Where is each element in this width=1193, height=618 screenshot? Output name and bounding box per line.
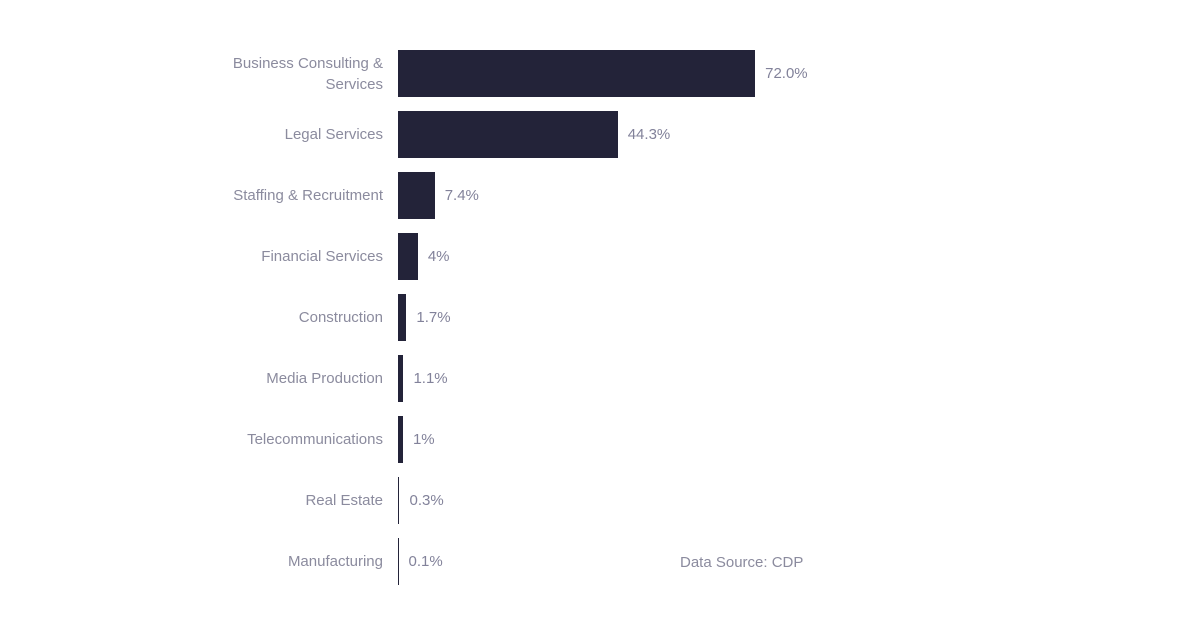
category-label: Telecommunications — [0, 429, 383, 450]
category-label-text: Legal Services — [284, 126, 383, 143]
value-label: 0.3% — [409, 492, 444, 509]
bar-area: 0.3% — [398, 470, 808, 531]
category-label-text: Real Estate — [305, 492, 383, 509]
chart-row: Staffing & Recruitment 7.4% — [0, 165, 808, 226]
value-label: 1.7% — [416, 309, 451, 326]
category-label: Manufacturing — [0, 551, 383, 572]
bar — [398, 233, 418, 280]
horizontal-bar-chart: Business Consulting & Services 72.0% Legal… — [0, 43, 808, 592]
category-label: Staffing & Recruitment — [0, 185, 383, 206]
bar-area: 7.4% — [398, 165, 808, 226]
value-label: 0.1% — [408, 553, 443, 570]
category-label: Legal Services — [0, 124, 383, 145]
value-label: 4% — [427, 248, 450, 265]
bar — [398, 50, 756, 97]
chart-row: Legal Services 44.3% — [0, 104, 808, 165]
category-label-text: Telecommunications — [247, 431, 383, 448]
category-label-text: Financial Services — [261, 248, 383, 265]
bar-area: 44.3% — [398, 104, 808, 165]
category-label: Business Consulting & Services — [0, 53, 383, 95]
bar — [398, 477, 400, 524]
bar — [398, 172, 435, 219]
chart-row: Business Consulting & Services 72.0% — [0, 43, 808, 104]
category-label: Construction — [0, 307, 383, 328]
bar-area: 1.1% — [398, 348, 808, 409]
value-label: 1% — [412, 431, 435, 448]
bar-area: 0.1% — [398, 531, 808, 592]
chart-row: Financial Services 4% — [0, 226, 808, 287]
chart-row: Construction 1.7% — [0, 287, 808, 348]
bar-area: 1.7% — [398, 287, 808, 348]
value-label: 72.0% — [765, 65, 808, 82]
value-label: 1.1% — [413, 370, 448, 387]
value-label: 44.3% — [627, 126, 671, 143]
data-source-note: Data Source: CDP — [680, 554, 804, 571]
value-label: 7.4% — [444, 187, 479, 204]
chart-row: Media Production 1.1% — [0, 348, 808, 409]
bar — [398, 355, 404, 402]
category-label-text: Media Production — [266, 370, 383, 387]
bar — [398, 111, 618, 158]
category-label-text: Manufacturing — [287, 553, 383, 570]
chart-row: Telecommunications 1% — [0, 409, 808, 470]
chart-row: Real Estate 0.3% — [0, 470, 808, 531]
bar — [398, 416, 403, 463]
bar-area: 72.0% — [398, 43, 808, 104]
category-label-text: Business Consulting & Services — [232, 54, 383, 93]
category-label: Financial Services — [0, 246, 383, 267]
bar-area: 1% — [398, 409, 808, 470]
category-label: Media Production — [0, 368, 383, 389]
category-label-text: Staffing & Recruitment — [233, 187, 383, 204]
category-label: Real Estate — [0, 490, 383, 511]
chart-row: Manufacturing 0.1% — [0, 531, 808, 592]
bar-area: 4% — [398, 226, 808, 287]
bar — [398, 294, 407, 341]
category-label-text: Construction — [298, 309, 383, 326]
chart-rows: Business Consulting & Services 72.0% Legal… — [0, 43, 808, 592]
